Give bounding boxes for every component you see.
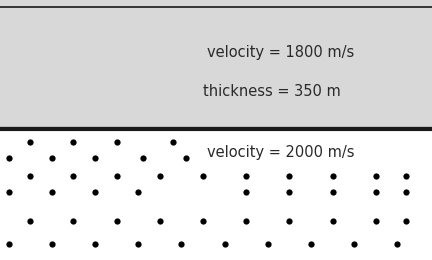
- Text: thickness = 350 m: thickness = 350 m: [203, 83, 341, 99]
- Bar: [0, 0, 432, 129]
- Text: velocity = 1800 m/s: velocity = 1800 m/s: [207, 44, 354, 60]
- Text: velocity = 2000 m/s: velocity = 2000 m/s: [207, 145, 355, 160]
